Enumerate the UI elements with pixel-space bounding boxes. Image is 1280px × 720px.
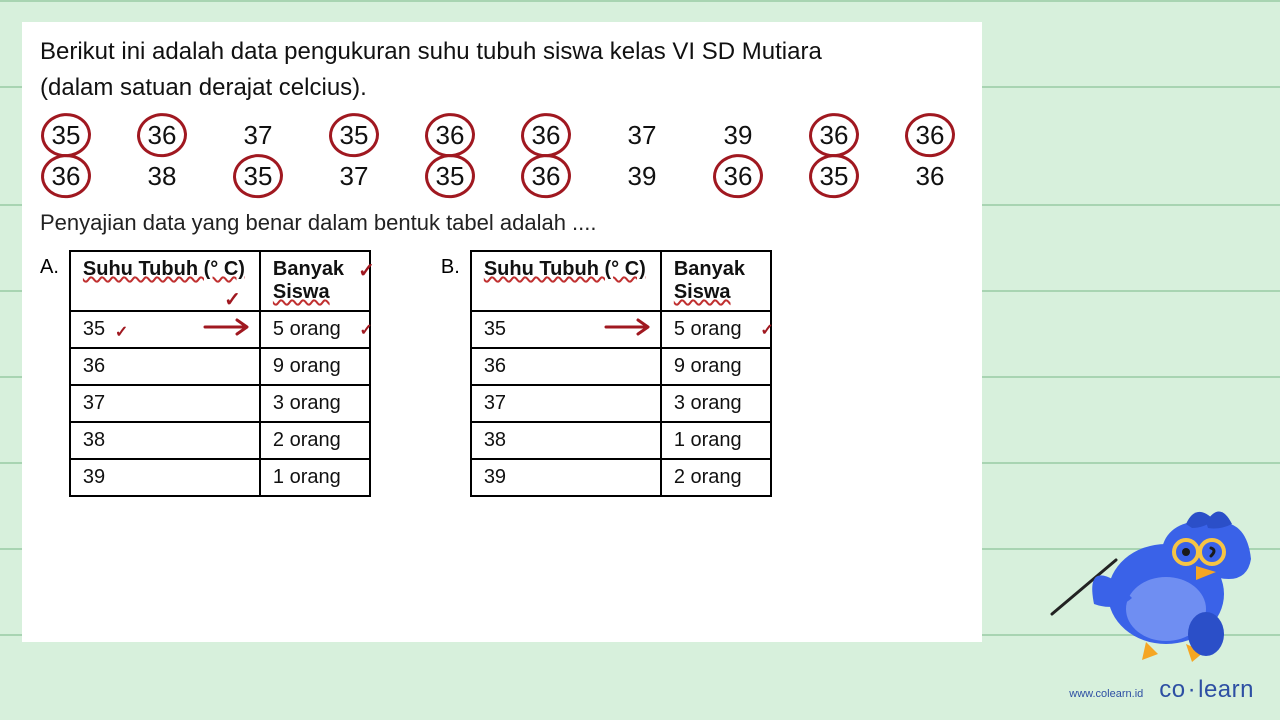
- count-cell: 1 orang: [260, 459, 370, 496]
- option-a-label: A.: [40, 250, 59, 279]
- circle-annotation: [424, 152, 477, 199]
- table-row: 391 orang: [70, 459, 370, 496]
- intro-text: Berikut ini adalah data pengukuran suhu …: [40, 34, 964, 106]
- data-number: 37: [616, 120, 668, 151]
- check-mark-icon: ✓: [360, 320, 373, 340]
- check-mark-icon: ✓: [358, 258, 375, 283]
- count-cell: 1 orang: [661, 422, 771, 459]
- data-number: 39: [616, 161, 668, 192]
- data-number: 35: [232, 161, 284, 192]
- data-number: 36: [40, 161, 92, 192]
- table-row: 355 orang✓: [471, 311, 771, 348]
- circle-annotation: [904, 111, 957, 158]
- arrow-right-icon: [602, 316, 656, 344]
- circle-annotation: [712, 152, 765, 199]
- temp-cell: 37: [70, 385, 260, 422]
- table-row: 381 orang: [471, 422, 771, 459]
- footer-url: www.colearn.id: [1069, 688, 1143, 700]
- footer-logo: co·learn: [1159, 676, 1254, 704]
- temp-cell: 39: [471, 459, 661, 496]
- data-number: 37: [232, 120, 284, 151]
- data-number: 35: [424, 161, 476, 192]
- temp-cell: 38: [471, 422, 661, 459]
- data-number: 39: [712, 120, 764, 151]
- intro-line-1: Berikut ini adalah data pengukuran suhu …: [40, 38, 822, 65]
- temp-cell: 38: [70, 422, 260, 459]
- table-a-header-temp: Suhu Tubuh (° C) ✓: [70, 251, 260, 311]
- raw-data-block: 35363735363637393636 3638353735363936353…: [40, 120, 964, 192]
- subquestion-text: Penyajian data yang benar dalam bentuk t…: [40, 210, 964, 236]
- circle-annotation: [232, 152, 285, 199]
- data-row-2: 36 38 35 37 35 36 39 36 35 36: [40, 161, 964, 192]
- count-cell: 2 orang: [260, 422, 370, 459]
- table-row: 373 orang: [70, 385, 370, 422]
- circle-annotation: [424, 111, 477, 158]
- option-b-label: B.: [441, 250, 460, 279]
- temp-cell: 36: [471, 348, 661, 385]
- data-number: 36: [136, 120, 188, 151]
- option-b: B. Suhu Tubuh (° C) Banyak Siswa 355 ora…: [441, 250, 772, 497]
- table-row: 392 orang: [471, 459, 771, 496]
- data-number: 36: [904, 161, 956, 192]
- count-cell: 2 orang: [661, 459, 771, 496]
- check-mark-icon: ✓: [224, 287, 241, 312]
- table-row: 373 orang: [471, 385, 771, 422]
- footer: www.colearn.id co·learn: [1069, 676, 1254, 704]
- circle-annotation: [808, 152, 861, 199]
- table-b-header-temp: Suhu Tubuh (° C): [471, 251, 661, 311]
- data-number: 36: [520, 161, 572, 192]
- answer-options: A. Suhu Tubuh (° C) ✓ Banyak ✓ Siswa 35✓…: [40, 250, 964, 497]
- check-mark-icon: ✓: [115, 322, 128, 342]
- mascot-bird-icon: [1046, 494, 1256, 674]
- count-cell: 3 orang: [260, 385, 370, 422]
- table-row: 369 orang: [471, 348, 771, 385]
- table-a-header-count: Banyak ✓ Siswa: [260, 251, 370, 311]
- question-card: Berikut ini adalah data pengukuran suhu …: [22, 22, 982, 642]
- temp-cell: 37: [471, 385, 661, 422]
- table-row: 35✓5 orang✓: [70, 311, 370, 348]
- data-number: 36: [904, 120, 956, 151]
- temp-cell: 35: [471, 311, 661, 348]
- data-row-1: 35 36 37 35 36 36 37 39 36 36: [40, 120, 964, 151]
- temp-cell: 36: [70, 348, 260, 385]
- option-b-table: Suhu Tubuh (° C) Banyak Siswa 355 orang✓…: [470, 250, 772, 497]
- count-cell: 9 orang: [661, 348, 771, 385]
- data-number: 35: [808, 161, 860, 192]
- temp-cell: 39: [70, 459, 260, 496]
- circle-annotation: [40, 152, 93, 199]
- check-mark-icon: ✓: [760, 320, 773, 340]
- data-number: 35: [328, 120, 380, 151]
- count-cell: 9 orang: [260, 348, 370, 385]
- circle-annotation: [328, 111, 381, 158]
- data-number: 38: [136, 161, 188, 192]
- data-number: 37: [328, 161, 380, 192]
- circle-annotation: [520, 111, 573, 158]
- data-number: 36: [520, 120, 572, 151]
- data-number: 35: [40, 120, 92, 151]
- data-number: 36: [712, 161, 764, 192]
- arrow-right-icon: [201, 316, 255, 344]
- data-number: 36: [808, 120, 860, 151]
- temp-cell: 35✓: [70, 311, 260, 348]
- table-row: 369 orang: [70, 348, 370, 385]
- count-cell: 3 orang: [661, 385, 771, 422]
- circle-annotation: [136, 111, 189, 158]
- data-number: 36: [424, 120, 476, 151]
- table-row: 382 orang: [70, 422, 370, 459]
- circle-annotation: [520, 152, 573, 199]
- circle-annotation: [40, 111, 93, 158]
- option-a: A. Suhu Tubuh (° C) ✓ Banyak ✓ Siswa 35✓…: [40, 250, 371, 497]
- table-b-header-count: Banyak Siswa: [661, 251, 771, 311]
- count-cell: 5 orang✓: [661, 311, 771, 348]
- count-cell: 5 orang✓: [260, 311, 370, 348]
- option-a-table: Suhu Tubuh (° C) ✓ Banyak ✓ Siswa 35✓5 o…: [69, 250, 371, 497]
- intro-line-2: (dalam satuan derajat celcius).: [40, 74, 367, 101]
- circle-annotation: [808, 111, 861, 158]
